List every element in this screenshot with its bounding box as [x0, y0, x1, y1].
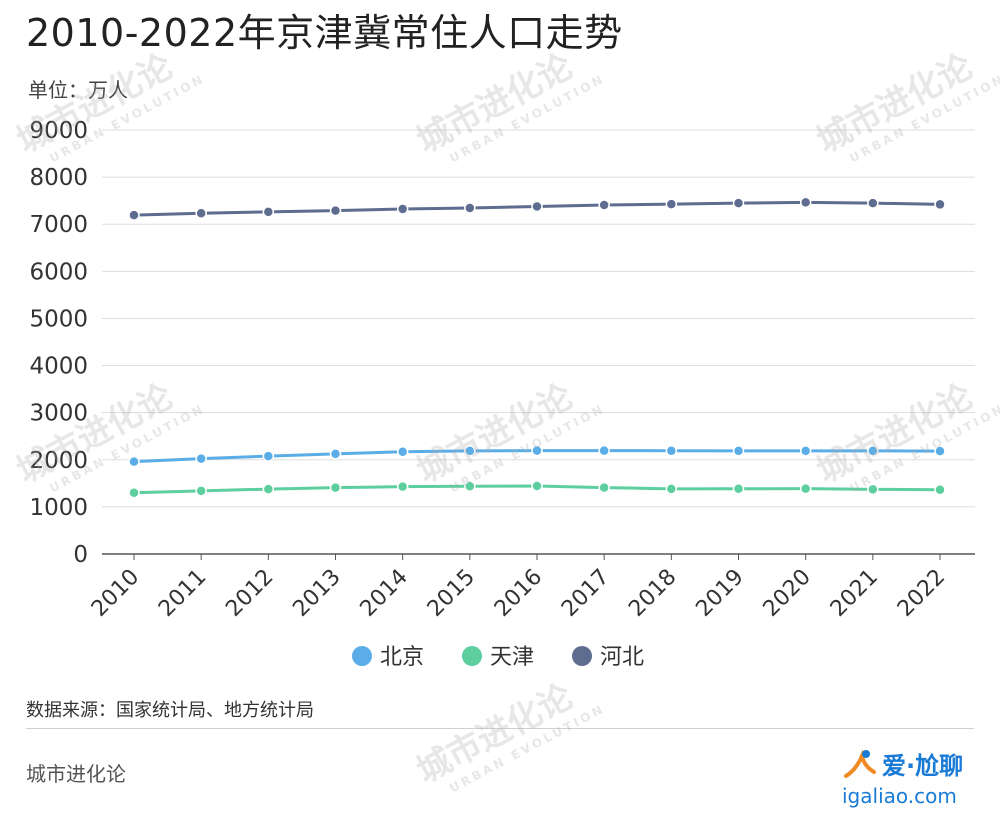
x-tick-label: 2019 — [691, 565, 748, 622]
x-tick-label: 2013 — [288, 565, 345, 622]
x-tick-label: 2015 — [423, 565, 480, 622]
legend-label: 天津 — [490, 645, 534, 670]
legend-marker — [462, 646, 482, 666]
y-tick-label: 3000 — [29, 401, 88, 427]
data-point — [598, 481, 610, 494]
data-point — [128, 455, 140, 468]
x-tick-label: 2017 — [557, 565, 614, 622]
data-point — [396, 203, 409, 215]
data-point — [598, 444, 610, 457]
data-point — [195, 207, 207, 220]
y-tick-label: 0 — [73, 542, 88, 568]
data-point — [531, 200, 543, 213]
x-tick-label: 2012 — [221, 565, 278, 622]
data-point — [598, 199, 610, 211]
data-point — [531, 480, 543, 492]
data-point — [195, 452, 207, 465]
data-point — [665, 198, 678, 210]
line-chart: 0 1000 2000 3000 4000 5000 6000 7000 8000 9000 201… — [29, 118, 975, 670]
data-point — [732, 483, 745, 495]
data-point — [867, 483, 879, 496]
data-point — [867, 445, 879, 457]
data-source: 数据来源：国家统计局、地方统计局 — [26, 700, 314, 721]
data-point — [464, 202, 476, 214]
y-tick-label: 1000 — [29, 495, 88, 521]
data-point — [732, 445, 745, 457]
data-point — [732, 197, 745, 209]
data-point — [262, 450, 275, 462]
data-point — [665, 444, 678, 457]
data-point — [531, 444, 543, 457]
data-point — [934, 484, 946, 496]
y-tick-label: 4000 — [29, 354, 88, 380]
divider — [26, 728, 974, 729]
y-tick-label: 7000 — [29, 212, 88, 238]
data-point — [329, 481, 342, 494]
legend-label: 北京 — [380, 645, 424, 670]
y-tick-label: 9000 — [29, 118, 88, 144]
data-point — [262, 206, 275, 218]
brand-name: 城市进化论 — [26, 762, 126, 786]
data-point — [464, 445, 476, 457]
data-point — [396, 480, 409, 493]
data-point — [195, 485, 207, 497]
legend-marker — [572, 646, 592, 666]
x-tick-label: 2018 — [624, 565, 681, 622]
x-tick-label: 2011 — [154, 565, 211, 622]
y-tick-label: 5000 — [29, 306, 88, 332]
y-tick-label: 2000 — [29, 448, 88, 474]
chart-title: 2010-2022年京津冀常住人口走势 — [26, 11, 623, 55]
data-point — [329, 448, 342, 460]
data-point — [799, 445, 812, 457]
data-point — [934, 198, 946, 211]
x-tick-label: 2014 — [356, 565, 413, 622]
y-tick-label: 6000 — [29, 259, 88, 285]
legend-label: 河北 — [600, 645, 644, 670]
data-point — [464, 480, 476, 492]
data-point — [128, 487, 140, 499]
x-tick-label: 2010 — [87, 565, 144, 622]
logo-icon — [844, 749, 876, 778]
data-point — [329, 204, 342, 217]
data-point — [799, 196, 812, 209]
logo-url: igaliao.com — [842, 784, 957, 808]
data-point — [934, 445, 946, 457]
data-point — [665, 483, 678, 495]
logo-text: 爱·尬聊 — [882, 752, 964, 780]
legend-marker — [352, 646, 372, 666]
data-point — [128, 209, 140, 221]
unit-label: 单位：万人 — [28, 78, 128, 102]
data-point — [799, 482, 812, 495]
y-tick-label: 8000 — [29, 165, 88, 191]
x-tick-label: 2016 — [490, 565, 547, 622]
x-tick-label: 2022 — [893, 565, 950, 622]
site-logo[interactable]: 爱·尬聊 igaliao.com — [842, 746, 992, 812]
data-point — [262, 483, 275, 495]
data-point — [867, 197, 879, 209]
x-tick-label: 2020 — [759, 565, 816, 622]
x-tick-label: 2021 — [826, 565, 883, 622]
data-point — [396, 445, 409, 458]
